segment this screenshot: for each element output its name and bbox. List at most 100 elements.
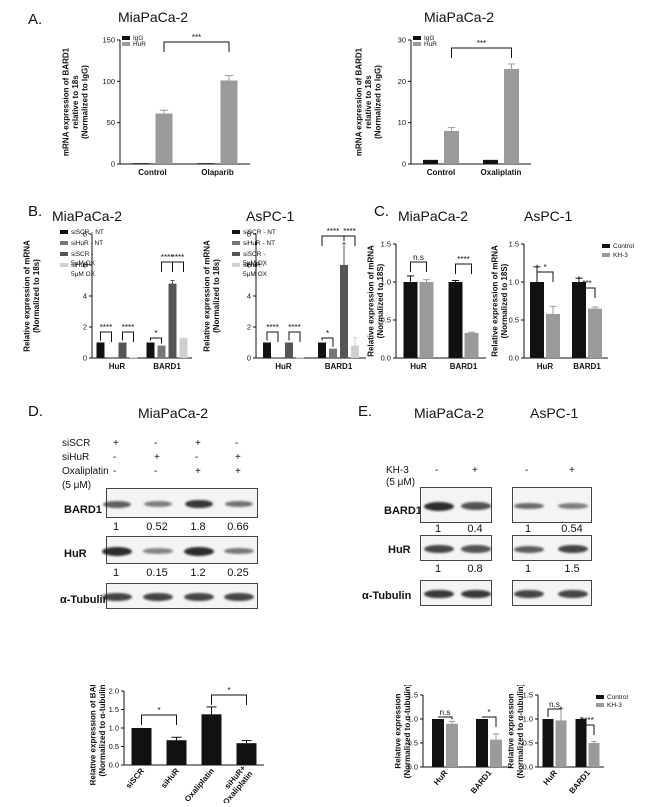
significance-bracket bbox=[172, 261, 184, 272]
tubulin-band bbox=[184, 593, 214, 601]
tubulin-e-aspc-band bbox=[514, 590, 544, 598]
legend-label: Control bbox=[607, 694, 629, 701]
legend-swatch bbox=[413, 36, 421, 40]
bar bbox=[220, 80, 238, 164]
bar bbox=[236, 743, 257, 765]
significance-label: **** bbox=[288, 323, 300, 332]
bar bbox=[555, 720, 567, 767]
blot-condition-mark: + bbox=[154, 452, 160, 463]
y-tick-label: 0.0 bbox=[509, 354, 519, 363]
bar bbox=[274, 357, 282, 358]
legend-swatch bbox=[232, 252, 240, 256]
significance-label: **** bbox=[122, 323, 134, 332]
bar bbox=[542, 719, 554, 767]
significance-label: * bbox=[154, 329, 157, 338]
y-tick-label: 0.0 bbox=[109, 761, 119, 770]
legend-label: siHuR - NT bbox=[243, 240, 275, 247]
y-axis-label: Relative expression(Normalized to α-tubu… bbox=[395, 685, 412, 778]
bar bbox=[296, 357, 304, 359]
hur-e-mia-band bbox=[424, 545, 454, 553]
bar bbox=[530, 282, 544, 358]
y-tick-label: 20 bbox=[398, 77, 406, 86]
bar bbox=[197, 163, 215, 164]
y-tick-label: 1.0 bbox=[408, 715, 418, 724]
bar bbox=[263, 342, 271, 358]
panel-label-a: A. bbox=[28, 11, 43, 28]
y-tick-label: 1.5 bbox=[381, 240, 391, 249]
bar bbox=[423, 159, 438, 164]
chart-b1: 0 2 4 6 8 Relative expression of mRNA(Normali… bbox=[22, 229, 192, 371]
bar bbox=[546, 313, 560, 358]
significance-bracket bbox=[536, 264, 554, 282]
blot-label-hur: HuR bbox=[388, 544, 411, 556]
bard1-e-mia-band bbox=[461, 502, 491, 510]
significance-bracket bbox=[150, 337, 162, 344]
x-tick-label: BARD1 bbox=[469, 768, 494, 795]
significance-label: *** bbox=[477, 39, 486, 48]
significance-bracket bbox=[410, 261, 427, 272]
x-tick-label: HuR bbox=[537, 362, 554, 371]
significance-bracket bbox=[547, 706, 562, 717]
panel-label-c: C. bbox=[374, 203, 389, 220]
bar bbox=[588, 308, 602, 358]
bar bbox=[419, 282, 434, 358]
y-tick-label: 1.0 bbox=[109, 724, 119, 733]
bard1-band bbox=[185, 499, 213, 509]
title-a1: MiaPaCa-2 bbox=[118, 9, 189, 25]
legend-label: KH-3 bbox=[607, 702, 622, 709]
bar bbox=[318, 342, 326, 358]
legend-swatch bbox=[232, 241, 240, 245]
title-c1: MiaPaCa-2 bbox=[398, 208, 469, 224]
legend-swatch bbox=[60, 263, 68, 267]
significance-bracket bbox=[343, 235, 356, 246]
title-a2: MiaPaCa-2 bbox=[424, 9, 495, 25]
x-tick-label: HuR bbox=[275, 362, 292, 371]
y-tick-label: 0 bbox=[402, 160, 406, 169]
bard1-quant: 1.8 bbox=[190, 521, 206, 533]
hur-strip bbox=[102, 536, 258, 564]
panel-label-b: B. bbox=[28, 203, 43, 220]
blot-condition-mark: - bbox=[113, 452, 117, 463]
hur-e-aspc-strip bbox=[512, 535, 592, 561]
legend-swatch bbox=[596, 695, 604, 699]
legend-swatch bbox=[602, 244, 610, 248]
significance-bracket bbox=[100, 331, 112, 342]
bar bbox=[285, 342, 293, 358]
y-tick-label: 0.0 bbox=[408, 763, 418, 772]
blot-condition-mark: - bbox=[154, 438, 158, 449]
y-tick-label: 1.0 bbox=[381, 278, 391, 287]
legend-swatch bbox=[596, 703, 604, 707]
x-tick-label: HuR bbox=[410, 362, 427, 371]
blot-condition-mark: - bbox=[235, 438, 239, 449]
significance-bracket bbox=[211, 694, 247, 705]
significance-label: *** bbox=[582, 279, 591, 288]
y-tick-label: 0 bbox=[111, 160, 115, 169]
significance-label: **** bbox=[457, 255, 469, 264]
y-tick-label: 0.0 bbox=[523, 763, 533, 772]
bard1-quant: 0.52 bbox=[146, 521, 168, 533]
significance-bracket bbox=[122, 331, 134, 342]
bar bbox=[588, 743, 600, 767]
blot-label-tubulin: α-Tubulin bbox=[362, 590, 412, 602]
significance-bracket bbox=[163, 41, 230, 52]
bard1-e-mia-strip bbox=[420, 487, 492, 523]
significance-bracket bbox=[288, 331, 301, 342]
bar bbox=[444, 130, 459, 164]
blot-condition-mark: + bbox=[195, 438, 201, 449]
y-tick-label: 0.5 bbox=[381, 316, 391, 325]
x-tick-label: Olaparib bbox=[201, 168, 234, 177]
tubulin-band bbox=[143, 593, 173, 601]
bar bbox=[351, 345, 359, 358]
hur-e-aspc-band bbox=[514, 545, 544, 553]
x-tick-label: BARD1 bbox=[450, 362, 478, 371]
blot-condition-mark: + bbox=[235, 466, 241, 477]
legend-swatch bbox=[60, 252, 68, 256]
bar bbox=[403, 282, 418, 358]
bar bbox=[329, 348, 337, 358]
blot-condition-label: KH-3 (5 μM) bbox=[386, 465, 416, 488]
hur-quant: 0.25 bbox=[227, 567, 249, 579]
